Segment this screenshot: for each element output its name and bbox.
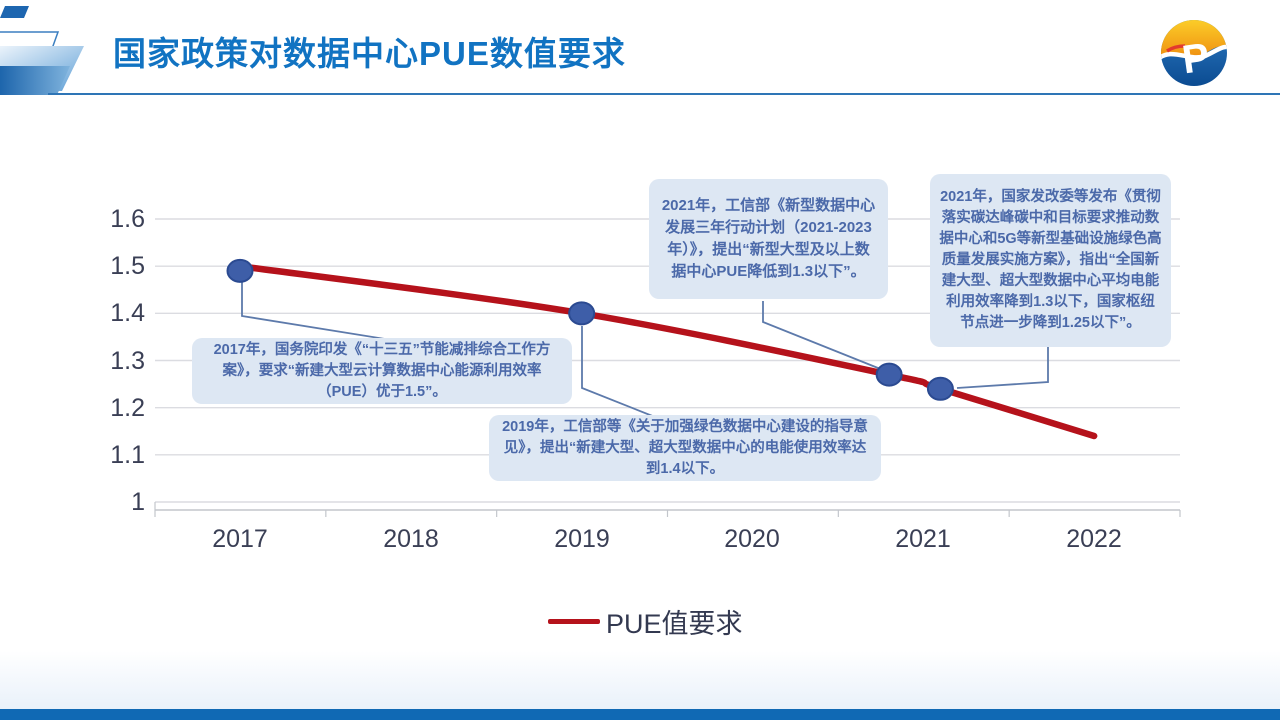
x-axis-tick-label: 2022	[1066, 525, 1122, 553]
y-axis-tick-label: 1	[131, 488, 145, 516]
x-axis-tick-label: 2021	[895, 525, 951, 553]
y-axis-tick-label: 1.4	[110, 299, 145, 327]
policy-callout-2017: 2017年，国务院印发《“十三五”节能减排综合工作方案》，要求“新建大型云计算数…	[192, 338, 572, 404]
chart-axes	[154, 502, 1181, 517]
page-title: 国家政策对数据中心PUE数值要求	[113, 35, 626, 72]
policy-callout-2021-ndrc: 2021年，国家发改委等发布《贯彻落实碳达峰碳中和目标要求推动数据中心和5G等新…	[930, 174, 1171, 347]
logo-letter: P	[1180, 35, 1213, 82]
x-axis-tick-label: 2018	[383, 525, 439, 553]
x-axis-tick-label: 2019	[554, 525, 610, 553]
policy-callout-2021-miit: 2021年，工信部《新型数据中心发展三年行动计划（2021-2023年）》，提出…	[649, 179, 888, 299]
bottom-gradient-band	[0, 651, 1280, 709]
policy-callout-2019: 2019年，工信部等《关于加强绿色数据中心建设的指导意见》，提出“新建大型、超大…	[489, 415, 881, 481]
x-axis-tick-label: 2020	[724, 525, 780, 553]
y-axis-tick-label: 1.3	[110, 347, 145, 375]
y-axis-tick-label: 1.5	[110, 252, 145, 280]
legend: PUE值要求	[548, 602, 743, 641]
header-divider	[48, 93, 1280, 95]
y-axis-tick-label: 1.6	[110, 205, 145, 233]
legend-label: PUE值要求	[606, 609, 743, 639]
y-axis-tick-label: 1.1	[110, 441, 145, 469]
company-logo-icon: P	[1161, 20, 1227, 86]
header-corner-decoration-icon	[0, 6, 84, 95]
y-axis-tick-label: 1.2	[110, 394, 145, 422]
bottom-accent-bar	[0, 709, 1280, 720]
x-axis-tick-label: 2017	[212, 525, 268, 553]
legend-line-swatch-icon	[548, 619, 600, 624]
